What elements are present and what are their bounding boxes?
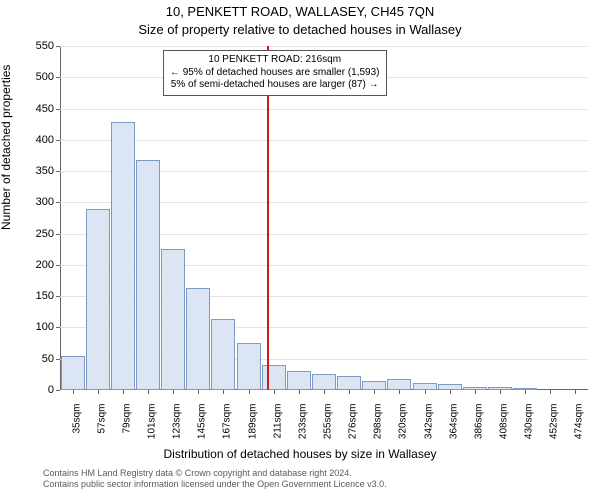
- xtick-mark: [374, 390, 375, 394]
- xtick-mark: [249, 390, 250, 394]
- xtick-label: 211sqm: [272, 404, 283, 439]
- ytick-label: 350: [14, 165, 54, 177]
- ytick-label: 300: [14, 196, 54, 208]
- ytick-mark: [56, 234, 60, 235]
- xtick-label: 35sqm: [71, 404, 82, 434]
- xtick-label: 320sqm: [398, 404, 409, 440]
- credits-line-1: Contains HM Land Registry data © Crown c…: [43, 468, 387, 479]
- histogram-bar: [61, 356, 85, 390]
- gridline: [60, 109, 588, 110]
- histogram-bar: [86, 209, 110, 390]
- ytick-label: 400: [14, 134, 54, 146]
- xtick-mark: [299, 390, 300, 394]
- histogram-bar: [362, 381, 386, 390]
- ytick-mark: [56, 390, 60, 391]
- gridline: [60, 46, 588, 47]
- xtick-label: 408sqm: [499, 404, 510, 440]
- annotation-line: ← 95% of detached houses are smaller (1,…: [170, 67, 380, 80]
- histogram-bar: [413, 383, 437, 391]
- xtick-mark: [198, 390, 199, 394]
- gridline: [60, 140, 588, 141]
- ytick-mark: [56, 109, 60, 110]
- ytick-label: 250: [14, 228, 54, 240]
- xtick-label: 255sqm: [323, 404, 334, 440]
- xtick-mark: [274, 390, 275, 394]
- xtick-mark: [98, 390, 99, 394]
- credits-text: Contains HM Land Registry data © Crown c…: [43, 468, 387, 491]
- histogram-bar: [287, 371, 311, 390]
- histogram-bar: [161, 249, 185, 390]
- histogram-bar: [111, 122, 135, 390]
- xtick-label: 145sqm: [197, 404, 208, 440]
- ytick-mark: [56, 265, 60, 266]
- ytick-label: 0: [14, 384, 54, 396]
- xtick-mark: [475, 390, 476, 394]
- marker-line: [267, 46, 269, 390]
- xtick-mark: [450, 390, 451, 394]
- ytick-mark: [56, 171, 60, 172]
- ytick-mark: [56, 296, 60, 297]
- xtick-label: 364sqm: [448, 404, 459, 440]
- xtick-mark: [425, 390, 426, 394]
- x-axis-label: Distribution of detached houses by size …: [0, 447, 600, 461]
- ytick-mark: [56, 327, 60, 328]
- ytick-label: 550: [14, 40, 54, 52]
- histogram-bar: [262, 365, 286, 390]
- xtick-mark: [349, 390, 350, 394]
- xtick-label: 167sqm: [222, 404, 233, 440]
- xtick-label: 57sqm: [96, 404, 107, 434]
- xtick-label: 342sqm: [423, 404, 434, 440]
- xtick-mark: [223, 390, 224, 394]
- xtick-label: 101sqm: [147, 404, 158, 440]
- xtick-mark: [500, 390, 501, 394]
- xtick-label: 430sqm: [524, 404, 535, 440]
- xtick-mark: [525, 390, 526, 394]
- credits-line-2: Contains public sector information licen…: [43, 479, 387, 490]
- xtick-mark: [123, 390, 124, 394]
- ytick-mark: [56, 359, 60, 360]
- y-axis-label: Number of detached properties: [0, 65, 13, 230]
- histogram-bar: [136, 160, 160, 390]
- histogram-bar: [387, 379, 411, 390]
- xtick-mark: [73, 390, 74, 394]
- xtick-label: 474sqm: [574, 404, 585, 440]
- xtick-label: 123sqm: [172, 404, 183, 440]
- annotation-line: 5% of semi-detached houses are larger (8…: [170, 79, 380, 92]
- xtick-label: 452sqm: [549, 404, 560, 440]
- xtick-mark: [173, 390, 174, 394]
- chart-plot-area: 05010015020025030035040045050055035sqm57…: [60, 46, 588, 390]
- xtick-mark: [148, 390, 149, 394]
- xtick-label: 233sqm: [297, 404, 308, 440]
- ytick-label: 50: [14, 353, 54, 365]
- histogram-bar: [186, 288, 210, 390]
- histogram-bar: [312, 374, 336, 390]
- ytick-mark: [56, 46, 60, 47]
- ytick-mark: [56, 77, 60, 78]
- xtick-label: 189sqm: [247, 404, 258, 440]
- annotation-line: 10 PENKETT ROAD: 216sqm: [170, 54, 380, 67]
- xtick-label: 79sqm: [121, 404, 132, 434]
- ytick-label: 500: [14, 71, 54, 83]
- y-axis-line: [60, 46, 61, 390]
- xtick-mark: [550, 390, 551, 394]
- ytick-label: 200: [14, 259, 54, 271]
- ytick-mark: [56, 140, 60, 141]
- ytick-label: 450: [14, 103, 54, 115]
- xtick-label: 276sqm: [348, 404, 359, 440]
- ytick-label: 150: [14, 290, 54, 302]
- xtick-mark: [399, 390, 400, 394]
- xtick-label: 298sqm: [373, 404, 384, 440]
- ytick-mark: [56, 202, 60, 203]
- ytick-label: 100: [14, 321, 54, 333]
- page-title-line1: 10, PENKETT ROAD, WALLASEY, CH45 7QN: [0, 4, 600, 19]
- xtick-label: 386sqm: [473, 404, 484, 440]
- xtick-mark: [575, 390, 576, 394]
- page-title-line2: Size of property relative to detached ho…: [0, 22, 600, 37]
- annotation-box: 10 PENKETT ROAD: 216sqm← 95% of detached…: [163, 50, 387, 96]
- histogram-bar: [237, 343, 261, 390]
- xtick-mark: [324, 390, 325, 394]
- histogram-bar: [337, 376, 361, 390]
- histogram-bar: [211, 319, 235, 390]
